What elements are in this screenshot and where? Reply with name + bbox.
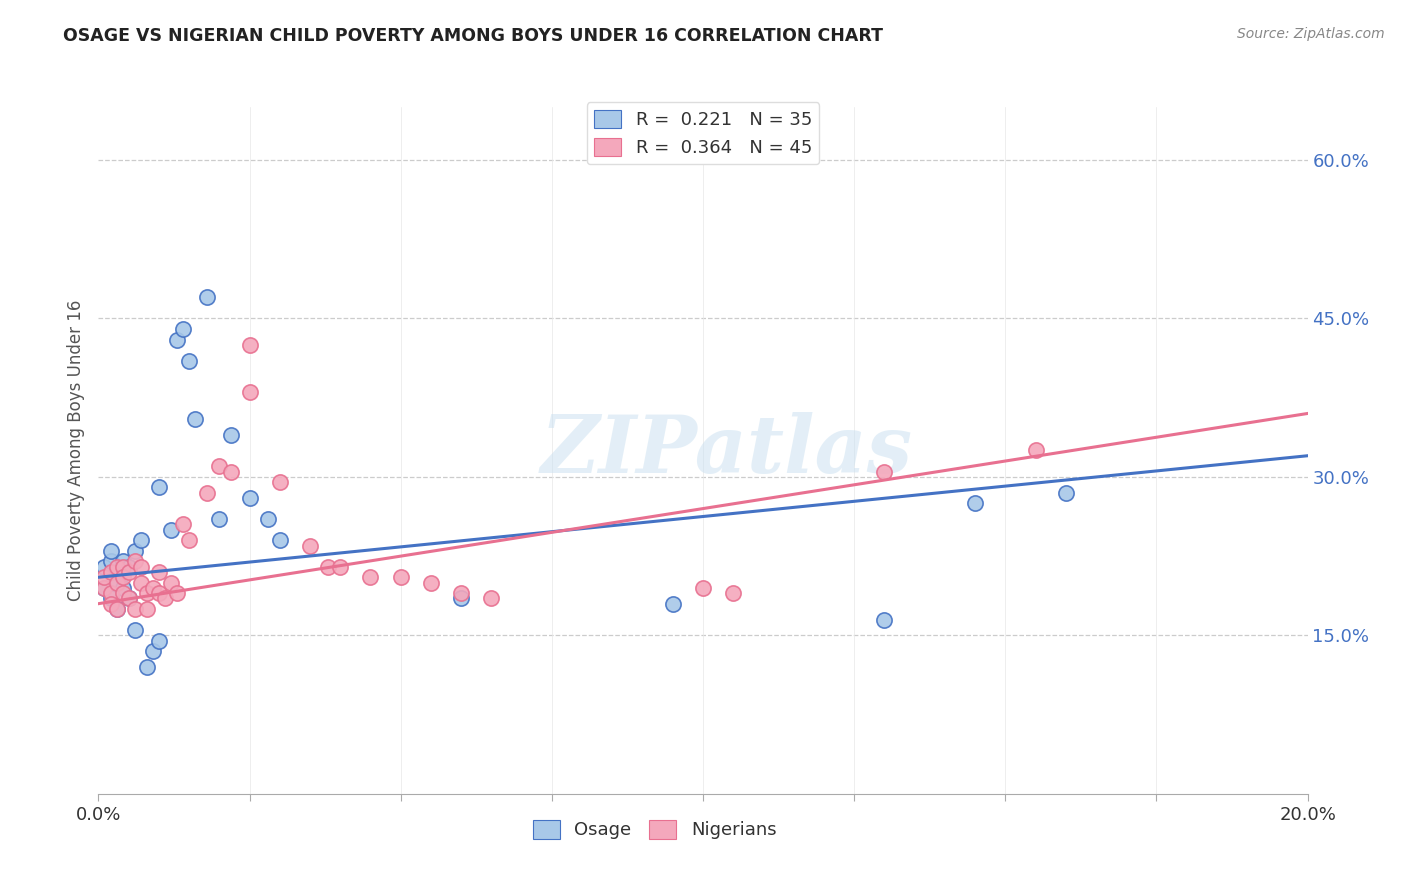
Point <box>692 581 714 595</box>
Point <box>179 353 201 368</box>
Point <box>129 575 152 590</box>
Point <box>450 586 472 600</box>
Point <box>118 591 141 606</box>
Point <box>124 623 146 637</box>
Point <box>105 602 128 616</box>
Point <box>360 570 382 584</box>
Point <box>221 427 243 442</box>
Point <box>179 533 201 548</box>
Point <box>100 554 122 568</box>
Point <box>269 475 291 490</box>
Point <box>208 512 231 526</box>
Point <box>111 554 134 568</box>
Legend: Osage, Nigerians: Osage, Nigerians <box>526 813 783 847</box>
Point <box>105 602 128 616</box>
Text: Source: ZipAtlas.com: Source: ZipAtlas.com <box>1237 27 1385 41</box>
Point <box>100 544 122 558</box>
Point <box>1054 485 1077 500</box>
Point <box>118 559 141 574</box>
Point <box>723 586 745 600</box>
Point <box>239 385 262 400</box>
Point <box>208 459 231 474</box>
Text: ZIPatlas: ZIPatlas <box>541 412 914 489</box>
Point <box>239 491 262 505</box>
Point <box>153 591 176 606</box>
Point <box>316 559 339 574</box>
Point <box>389 570 412 584</box>
Point <box>124 602 146 616</box>
Point <box>256 512 278 526</box>
Point <box>148 633 170 648</box>
Point <box>873 465 896 479</box>
Point <box>105 575 128 590</box>
Point <box>105 565 128 579</box>
Point <box>420 575 443 590</box>
Point <box>100 565 122 579</box>
Y-axis label: Child Poverty Among Boys Under 16: Child Poverty Among Boys Under 16 <box>66 300 84 601</box>
Point <box>111 581 134 595</box>
Point <box>661 597 683 611</box>
Point <box>172 322 194 336</box>
Point <box>124 554 146 568</box>
Point <box>329 559 352 574</box>
Point <box>100 597 122 611</box>
Point <box>160 575 183 590</box>
Point <box>239 338 262 352</box>
Point <box>105 559 128 574</box>
Point <box>100 591 122 606</box>
Point <box>1024 443 1046 458</box>
Point <box>195 485 218 500</box>
Point <box>124 544 146 558</box>
Point <box>105 575 128 590</box>
Point <box>148 586 170 600</box>
Point <box>135 586 157 600</box>
Point <box>148 565 170 579</box>
Point <box>166 333 188 347</box>
Point <box>118 565 141 579</box>
Point <box>93 559 115 574</box>
Point <box>166 586 188 600</box>
Point <box>172 517 194 532</box>
Point <box>111 570 134 584</box>
Point <box>481 591 503 606</box>
Point <box>299 539 322 553</box>
Point <box>221 465 243 479</box>
Point <box>111 586 134 600</box>
Point <box>450 591 472 606</box>
Point <box>142 644 165 658</box>
Point <box>135 602 157 616</box>
Point <box>195 290 218 304</box>
Point <box>135 660 157 674</box>
Point <box>129 559 152 574</box>
Point <box>100 586 122 600</box>
Point <box>118 591 141 606</box>
Point <box>129 533 152 548</box>
Point <box>269 533 291 548</box>
Point <box>93 570 115 584</box>
Point <box>93 581 115 595</box>
Point <box>148 480 170 494</box>
Text: OSAGE VS NIGERIAN CHILD POVERTY AMONG BOYS UNDER 16 CORRELATION CHART: OSAGE VS NIGERIAN CHILD POVERTY AMONG BO… <box>63 27 883 45</box>
Point <box>160 523 183 537</box>
Point <box>142 581 165 595</box>
Point <box>965 496 987 510</box>
Point <box>93 581 115 595</box>
Point <box>111 559 134 574</box>
Point <box>184 411 207 425</box>
Point <box>873 613 896 627</box>
